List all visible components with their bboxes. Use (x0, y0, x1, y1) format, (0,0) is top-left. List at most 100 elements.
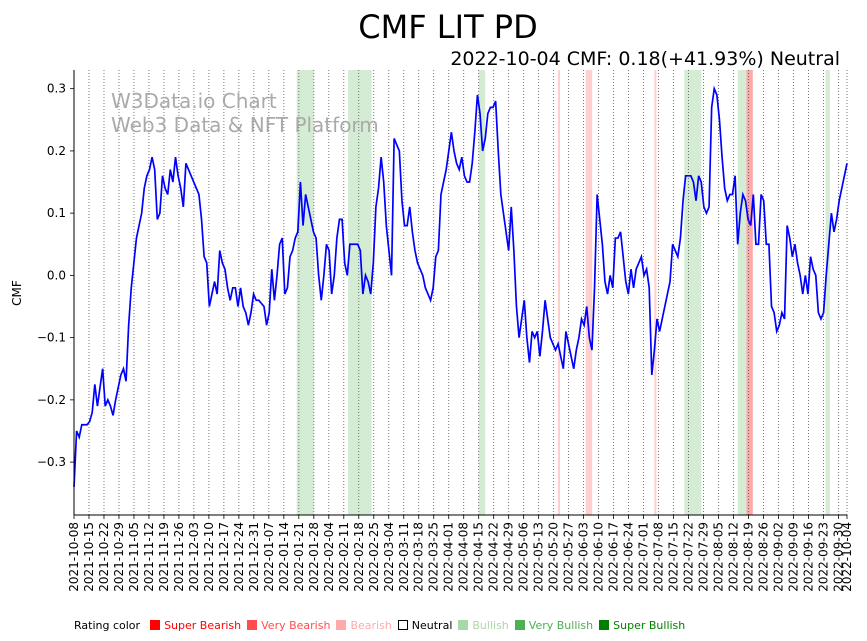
rating-band-3 (478, 70, 486, 515)
legend-item-bullish: Bullish (458, 618, 509, 632)
rating-band-7 (684, 70, 702, 515)
x-tick-label-25: 2022-04-01 (442, 522, 456, 592)
x-tick-label-34: 2022-06-03 (577, 522, 591, 592)
legend-item-bearish: Bearish (336, 618, 392, 632)
rating-band-1 (296, 70, 314, 515)
legend-label: Bearish (350, 618, 392, 632)
rating-band-8 (737, 70, 747, 515)
x-tick-label-36: 2022-06-17 (607, 522, 621, 592)
legend-item-very-bearish: Very Bearish (247, 619, 330, 632)
legend-item-super-bearish: Super Bearish (150, 619, 241, 632)
x-tick-label-1: 2021-10-15 (82, 522, 96, 592)
legend-swatch (247, 620, 258, 630)
rating-band-4 (557, 70, 561, 515)
x-tick-label-9: 2021-12-10 (202, 522, 216, 592)
x-tick-label-4: 2021-11-05 (127, 522, 141, 592)
x-tick-label-10: 2021-12-17 (217, 522, 231, 592)
x-tick-label-39: 2022-07-08 (652, 522, 666, 592)
legend-title: Rating color (74, 618, 141, 632)
y-tick-label-5: −0.2 (37, 393, 66, 407)
x-tick-label-5: 2021-11-12 (142, 522, 156, 592)
chart-title: CMF LIT PD (358, 8, 537, 46)
x-tick-label-38: 2022-07-01 (637, 522, 651, 592)
x-tick-label-28: 2022-04-22 (487, 522, 501, 592)
x-tick-label-14: 2022-01-14 (277, 522, 291, 592)
x-tick-label-52: 2022-10-04 (840, 522, 854, 592)
x-tick-label-22: 2022-03-11 (397, 522, 411, 592)
x-tick-label-20: 2022-02-25 (367, 522, 381, 592)
x-axis-ticks: 2021-10-08 2021-10-15 2021-10-22 2021-10-29… (67, 515, 854, 592)
x-tick-label-23: 2022-03-18 (412, 522, 426, 592)
x-tick-label-43: 2022-08-05 (712, 522, 726, 592)
x-tick-label-44: 2022-08-12 (727, 522, 741, 592)
chart-subtitle: 2022-10-04 CMF: 0.18(+41.93%) Neutral (450, 48, 840, 70)
x-tick-label-51: 2022-09-30 (831, 522, 845, 592)
legend-label: Super Bullish (613, 618, 686, 632)
x-tick-label-6: 2021-11-19 (157, 522, 171, 592)
x-tick-label-46: 2022-08-26 (756, 522, 770, 592)
x-tick-label-41: 2022-07-22 (682, 522, 696, 592)
legend-label: Bullish (472, 618, 509, 632)
rating-band-9 (746, 70, 753, 515)
x-tick-label-8: 2021-12-03 (187, 522, 201, 592)
x-tick-label-15: 2022-01-21 (292, 522, 306, 592)
x-tick-label-49: 2022-09-16 (801, 522, 815, 592)
x-tick-label-31: 2022-05-13 (532, 522, 546, 592)
x-tick-label-40: 2022-07-15 (667, 522, 681, 592)
y-tick-label-0: 0.3 (47, 82, 66, 96)
x-tick-label-26: 2022-04-08 (457, 522, 471, 592)
x-tick-label-7: 2021-11-26 (172, 522, 186, 592)
x-tick-label-19: 2022-02-18 (352, 522, 366, 592)
vertical-gridlines (73, 70, 848, 515)
legend-swatch (458, 620, 469, 630)
x-tick-label-35: 2022-06-10 (592, 522, 606, 592)
legend-swatch (397, 620, 408, 630)
x-tick-label-37: 2022-06-24 (622, 522, 636, 592)
x-tick-label-42: 2022-07-29 (697, 522, 711, 592)
y-tick-label-2: 0.1 (47, 206, 66, 220)
legend-swatch (150, 620, 161, 630)
y-axis-label: CMF (10, 280, 24, 306)
x-tick-label-16: 2022-01-28 (307, 522, 321, 592)
rating-band-2 (348, 70, 372, 515)
legend-swatch (514, 620, 525, 630)
watermark-line-2: Web3 Data & NFT Platform (111, 113, 379, 137)
legend-item-super-bullish: Super Bullish (599, 619, 685, 632)
x-tick-label-27: 2022-04-15 (472, 522, 486, 592)
y-tick-label-1: 0.2 (47, 144, 66, 158)
legend-label: Super Bearish (164, 618, 242, 632)
x-tick-label-0: 2021-10-08 (67, 522, 81, 592)
x-tick-label-24: 2022-03-25 (427, 522, 441, 592)
legend-label: Very Bearish (261, 618, 331, 632)
rating-band-6 (654, 70, 657, 515)
x-tick-label-47: 2022-09-02 (771, 522, 785, 592)
legend-label: Neutral (411, 618, 453, 632)
y-tick-label-6: −0.3 (37, 455, 66, 469)
y-axis-ticks: 0.3 0.2 0.1 0.0 −0.1 −0.2 −0.3 (37, 82, 74, 469)
rating-band-10 (825, 70, 830, 515)
x-tick-label-18: 2022-02-11 (337, 522, 351, 592)
x-tick-label-11: 2021-12-24 (232, 522, 246, 592)
x-tick-label-21: 2022-03-04 (382, 522, 396, 592)
x-tick-label-33: 2022-05-27 (562, 522, 576, 592)
legend-swatch (599, 620, 610, 630)
legend-item-neutral: Neutral (397, 618, 453, 632)
legend-swatch (336, 620, 347, 630)
x-tick-label-12: 2021-12-31 (247, 522, 261, 592)
legend-item-very-bullish: Very Bullish (514, 619, 593, 632)
x-tick-label-3: 2021-10-29 (112, 522, 126, 592)
rating-band-5 (585, 70, 593, 515)
x-tick-label-2: 2021-10-22 (97, 522, 111, 592)
rating-legend: Rating color Super Bearish Very Bearish Be… (74, 616, 691, 634)
x-tick-label-48: 2022-09-09 (786, 522, 800, 592)
x-tick-label-45: 2022-08-19 (742, 522, 756, 592)
y-tick-label-4: −0.1 (37, 331, 66, 345)
x-tick-label-30: 2022-05-06 (517, 522, 531, 592)
watermark-line-1: W3Data.io Chart (111, 89, 277, 113)
x-tick-label-32: 2022-05-20 (547, 522, 561, 592)
x-tick-label-17: 2022-02-04 (322, 522, 336, 592)
y-tick-label-3: 0.0 (47, 268, 66, 282)
cmf-series-line (73, 85, 848, 488)
